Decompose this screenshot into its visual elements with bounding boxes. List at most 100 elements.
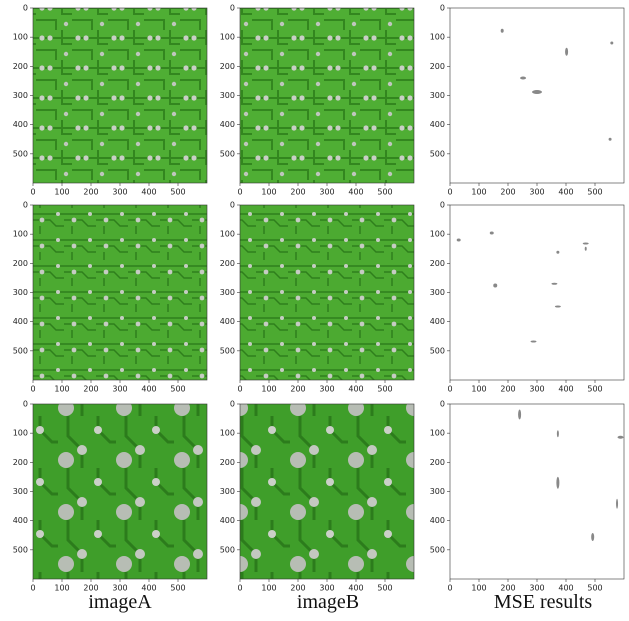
pcb-image [33, 8, 207, 183]
x-tick-label: 300 [319, 584, 334, 593]
x-tick-label: 0 [447, 385, 452, 394]
difference-spot [591, 533, 594, 541]
difference-spot [493, 284, 497, 288]
x-tick-label: 500 [377, 584, 392, 593]
mse-image [450, 205, 624, 380]
pcb-image [240, 404, 414, 579]
y-tick-label: 0 [230, 201, 235, 210]
x-tick-label: 200 [83, 188, 98, 197]
pcb-image [33, 205, 207, 380]
column-label: imageA [88, 591, 152, 613]
x-tick-label: 100 [54, 584, 69, 593]
y-tick-label: 500 [13, 346, 28, 355]
x-tick-label: 200 [500, 584, 515, 593]
difference-spot [583, 243, 589, 245]
x-tick-label: 500 [377, 188, 392, 197]
difference-spot [532, 90, 542, 94]
x-tick-label: 300 [112, 188, 127, 197]
difference-spot [609, 138, 612, 141]
y-tick-label: 500 [220, 545, 235, 554]
x-tick-label: 100 [261, 188, 276, 197]
y-tick-label: 300 [220, 91, 235, 100]
x-tick-label: 100 [54, 385, 69, 394]
y-tick-label: 200 [13, 458, 28, 467]
x-tick-label: 500 [170, 385, 185, 394]
x-tick-label: 0 [447, 584, 452, 593]
x-tick-label: 400 [348, 188, 363, 197]
y-tick-label: 200 [13, 62, 28, 71]
y-tick-label: 0 [23, 201, 28, 210]
difference-spot [490, 232, 494, 235]
difference-spot [518, 410, 521, 420]
y-tick-label: 100 [13, 230, 28, 239]
y-tick-label: 0 [230, 4, 235, 13]
y-tick-label: 200 [220, 62, 235, 71]
y-tick-label: 500 [220, 149, 235, 158]
y-tick-label: 0 [23, 400, 28, 409]
x-tick-label: 500 [587, 584, 602, 593]
x-tick-label: 500 [170, 584, 185, 593]
column-label: MSE results [494, 591, 593, 613]
x-tick-label: 500 [170, 188, 185, 197]
y-tick-label: 500 [13, 149, 28, 158]
pcb-image [240, 205, 414, 380]
x-tick-label: 100 [471, 188, 486, 197]
x-tick-label: 200 [500, 188, 515, 197]
x-tick-label: 0 [30, 385, 35, 394]
y-tick-label: 0 [440, 4, 445, 13]
x-tick-label: 0 [237, 385, 242, 394]
difference-spot [557, 430, 559, 437]
y-tick-label: 500 [430, 149, 445, 158]
y-tick-label: 200 [220, 458, 235, 467]
difference-spot [501, 29, 504, 33]
x-tick-label: 300 [529, 188, 544, 197]
y-tick-label: 400 [430, 317, 445, 326]
x-tick-label: 400 [558, 385, 573, 394]
x-tick-label: 100 [471, 385, 486, 394]
difference-spot [551, 283, 557, 285]
x-tick-label: 500 [587, 188, 602, 197]
y-tick-label: 500 [430, 545, 445, 554]
y-tick-label: 300 [430, 487, 445, 496]
y-tick-label: 0 [23, 4, 28, 13]
mse-image [450, 8, 624, 183]
y-tick-label: 300 [13, 91, 28, 100]
y-tick-label: 200 [430, 259, 445, 268]
x-tick-label: 300 [529, 584, 544, 593]
y-tick-label: 200 [430, 458, 445, 467]
y-tick-label: 0 [440, 400, 445, 409]
y-tick-label: 200 [430, 62, 445, 71]
x-tick-label: 200 [290, 385, 305, 394]
x-tick-label: 400 [141, 584, 156, 593]
y-tick-label: 400 [220, 516, 235, 525]
x-tick-label: 400 [348, 385, 363, 394]
difference-spot [457, 239, 461, 242]
y-tick-label: 100 [430, 230, 445, 239]
y-tick-label: 100 [430, 429, 445, 438]
x-tick-label: 200 [500, 385, 515, 394]
column-label: imageB [297, 591, 359, 613]
y-tick-label: 400 [13, 516, 28, 525]
difference-spot [556, 251, 559, 254]
x-tick-label: 0 [447, 188, 452, 197]
difference-spot [610, 42, 613, 45]
y-tick-label: 500 [430, 346, 445, 355]
difference-spot [565, 48, 568, 56]
y-tick-label: 100 [430, 33, 445, 42]
y-tick-label: 300 [13, 487, 28, 496]
x-tick-label: 0 [30, 188, 35, 197]
y-tick-label: 400 [220, 120, 235, 129]
y-tick-label: 300 [220, 487, 235, 496]
x-tick-label: 300 [112, 584, 127, 593]
x-tick-label: 100 [261, 584, 276, 593]
x-tick-label: 200 [290, 584, 305, 593]
y-tick-label: 100 [13, 429, 28, 438]
y-tick-label: 500 [13, 545, 28, 554]
